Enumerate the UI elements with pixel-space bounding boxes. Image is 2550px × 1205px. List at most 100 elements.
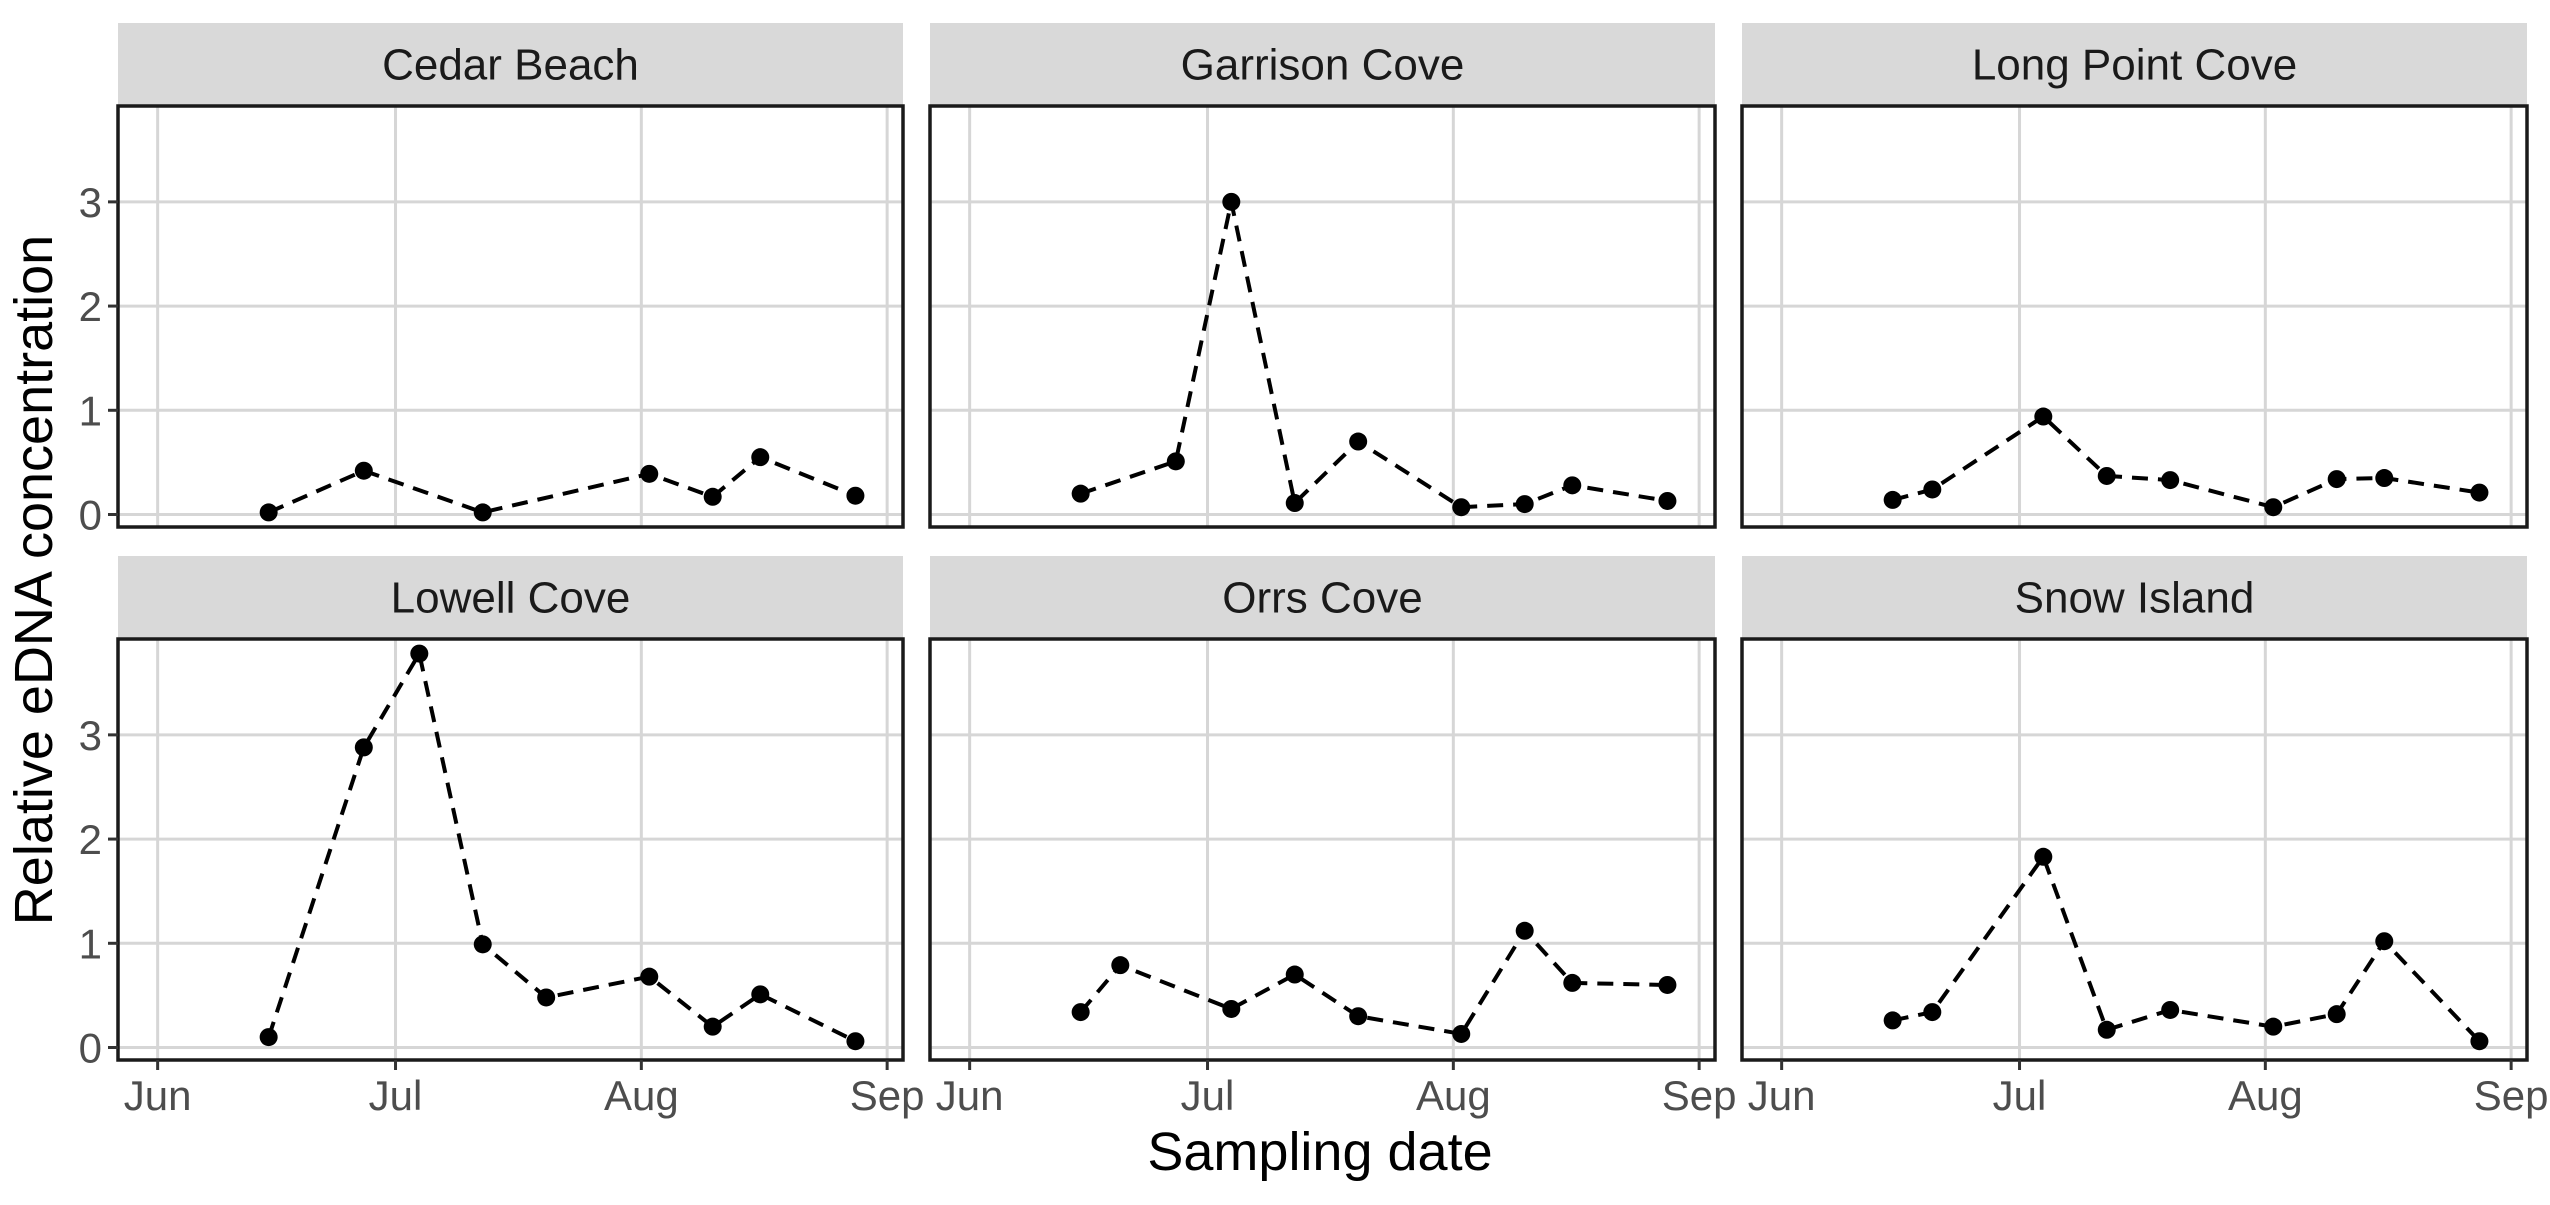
data-point [2161, 471, 2180, 490]
panel-border [116, 104, 905, 529]
y-tick-label: 1 [79, 387, 102, 434]
data-point [703, 487, 722, 506]
data-point [1883, 1011, 1902, 1030]
panel-border [928, 637, 1717, 1062]
panel-border [928, 104, 1717, 529]
facet-panel: Orrs Cove Jun Jul Aug Sep [928, 556, 1737, 1119]
y-tick-label: 1 [79, 920, 102, 967]
x-tick-label: Sep [2474, 1072, 2549, 1119]
data-point [1222, 192, 1241, 211]
facet-strip [118, 23, 903, 106]
data-point [1222, 999, 1241, 1018]
y-tick-label: 2 [79, 283, 102, 330]
data-point [410, 644, 429, 663]
facet-title: Garrison Cove [1181, 41, 1465, 90]
data-point [2161, 1000, 2180, 1019]
facet-strip [1742, 556, 2527, 639]
data-point [473, 935, 492, 954]
x-axis-title: Sampling date [1147, 1122, 1492, 1182]
data-point [1515, 495, 1534, 514]
data-point [473, 503, 492, 522]
facet-strip [1742, 23, 2527, 106]
data-point [354, 461, 373, 480]
y-tick-label: 3 [79, 712, 102, 759]
data-point [2034, 407, 2053, 426]
data-point [1923, 1003, 1942, 1022]
data-point [1111, 956, 1130, 975]
data-point [1452, 1024, 1471, 1043]
facet-title: Lowell Cove [391, 574, 631, 623]
data-point [1658, 491, 1677, 510]
y-tick-label: 2 [79, 816, 102, 863]
data-point [537, 988, 556, 1007]
data-point [1883, 490, 1902, 509]
x-tick-label: Jul [1993, 1072, 2047, 1119]
data-point [1515, 921, 1534, 940]
data-point [259, 1028, 278, 1047]
data-point [640, 967, 659, 986]
data-point [1285, 494, 1304, 513]
data-point [2034, 847, 2053, 866]
data-point [1071, 1003, 1090, 1022]
data-point [2470, 1032, 2489, 1051]
series-line [266, 648, 857, 1043]
x-tick-label: Sep [850, 1072, 925, 1119]
facet-strip [930, 556, 1715, 639]
data-point [2264, 498, 2283, 517]
data-point [1166, 452, 1185, 471]
facet-title: Cedar Beach [382, 41, 639, 90]
x-tick-label: Jun [124, 1072, 192, 1119]
panel-border [1740, 104, 2529, 529]
data-point [2264, 1017, 2283, 1036]
data-point [1349, 432, 1368, 451]
data-point [846, 1032, 865, 1051]
data-point [1658, 975, 1677, 994]
data-point [703, 1017, 722, 1036]
data-point [354, 738, 373, 757]
x-tick-label: Jul [369, 1072, 423, 1119]
data-point [1285, 965, 1304, 984]
data-point [2470, 483, 2489, 502]
x-tick-label: Aug [2228, 1072, 2303, 1119]
data-point [1563, 476, 1582, 495]
facet-panel: Long Point Cove [1740, 23, 2529, 529]
y-tick-label: 0 [79, 491, 102, 538]
data-point [2375, 469, 2394, 488]
facet-panel: Cedar Beach 0 1 2 3 [79, 23, 905, 538]
data-point [1452, 498, 1471, 517]
facet-title: Long Point Cove [1972, 41, 2297, 90]
facet-title: Snow Island [2015, 574, 2255, 623]
series-line [1079, 927, 1668, 1037]
data-point [846, 486, 865, 505]
facet-panel: Garrison Cove [928, 23, 1717, 529]
panel-border [1740, 637, 2529, 1062]
data-point [2327, 1005, 2346, 1024]
facet-strip [930, 23, 1715, 106]
x-tick-label: Jun [1748, 1072, 1816, 1119]
data-point [259, 503, 278, 522]
y-tick-label: 0 [79, 1024, 102, 1071]
data-point [2375, 932, 2394, 951]
data-point [1923, 480, 1942, 499]
data-point [2327, 470, 2346, 489]
data-point [1563, 973, 1582, 992]
facet-panel: Lowell Cove 0 1 2 3 Jun Jul Aug Sep [79, 556, 925, 1119]
data-point [1349, 1007, 1368, 1026]
facet-title: Orrs Cove [1222, 574, 1422, 623]
data-point [1071, 484, 1090, 503]
y-axis-title: Relative eDNA concentration [4, 235, 64, 925]
data-point [2097, 466, 2116, 485]
x-tick-label: Jun [936, 1072, 1004, 1119]
series-line [1892, 413, 2480, 510]
data-point [751, 985, 770, 1004]
x-tick-label: Aug [1416, 1072, 1491, 1119]
x-tick-label: Jul [1181, 1072, 1235, 1119]
x-tick-label: Aug [604, 1072, 679, 1119]
facet-panel: Snow Island Jun Jul Aug Sep [1740, 556, 2549, 1119]
facet-strip [118, 556, 903, 639]
data-point [751, 448, 770, 467]
panel-border [116, 637, 905, 1062]
x-tick-label: Sep [1662, 1072, 1737, 1119]
